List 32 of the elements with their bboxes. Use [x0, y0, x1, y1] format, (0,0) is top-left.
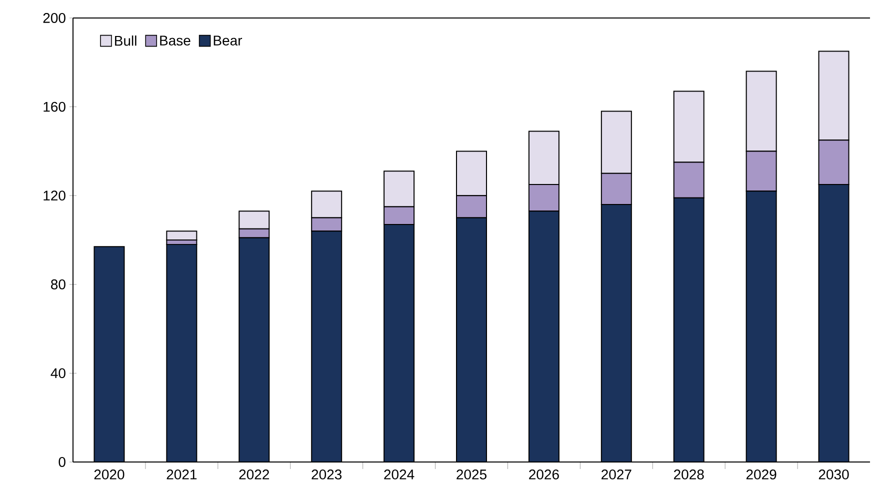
bar [818, 184, 850, 462]
y-tick-label: 40 [50, 368, 66, 378]
bar [166, 244, 197, 462]
bar [456, 218, 487, 462]
y-tick-label: 160 [44, 102, 66, 112]
x-tick-label: 2026 [529, 470, 559, 480]
x-tick-label: 2027 [602, 470, 632, 480]
bar [239, 238, 270, 462]
y-tick-label: 0 [58, 457, 66, 467]
bar [384, 224, 414, 462]
y-tick-label: 200 [43, 13, 66, 23]
x-tick-label: 2023 [312, 470, 342, 480]
bar [166, 230, 198, 240]
legend-label: Base [160, 36, 190, 46]
x-tick-label: 2024 [384, 470, 414, 480]
bar [94, 246, 124, 462]
x-tick-label: 2021 [166, 470, 197, 480]
bar [528, 211, 559, 462]
bar [674, 198, 704, 462]
y-tick-label: 120 [44, 190, 66, 201]
legend-label: Bear [214, 36, 242, 46]
x-tick-label: 2022 [239, 470, 269, 480]
bar [746, 191, 776, 462]
y-tick-label: 80 [51, 279, 66, 290]
x-tick-label: 2025 [456, 470, 486, 480]
bar [312, 231, 342, 462]
legend-label: Bull [115, 36, 136, 46]
x-tick-label: 2028 [674, 470, 704, 480]
bar [601, 204, 632, 462]
x-tick-label: 2029 [746, 470, 776, 480]
x-tick-label: 2030 [818, 470, 849, 480]
x-tick-label: 2020 [94, 470, 124, 480]
